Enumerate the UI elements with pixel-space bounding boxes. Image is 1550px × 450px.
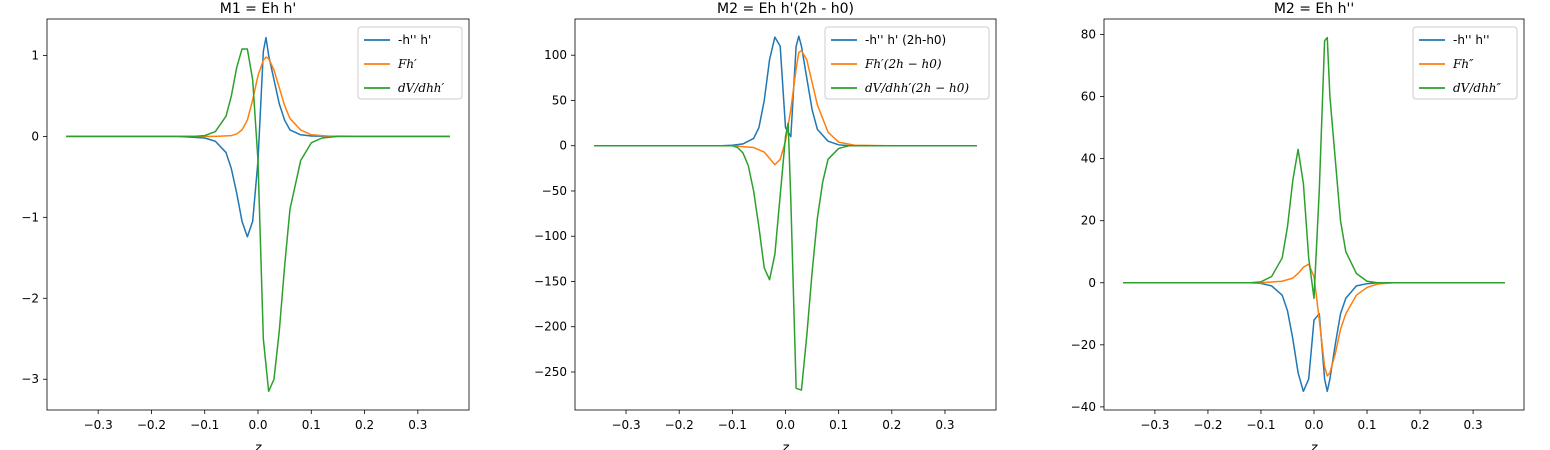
chart-panel-3: M2 = Eh h'' −0.3 −0.2 −0.1 0.0 0.1 0.2 0.3 −40 −2… [1071, 1, 1525, 450]
legend-label: Fh′ [397, 57, 417, 71]
series-line-2 [594, 49, 977, 166]
y-tick-label: 0 [559, 139, 567, 153]
x-tick-label: 0.1 [302, 418, 321, 432]
x-tick-label: 0.2 [355, 418, 374, 432]
y-tick-label: −150 [534, 274, 567, 288]
series-line-2 [66, 56, 450, 138]
chart-title: M2 = Eh h'' [1274, 1, 1354, 17]
legend-box [824, 26, 990, 100]
legend: -h'' h' Fh′ dV/dhh′ [357, 26, 463, 100]
legend-label: Fh′(2h − h0) [864, 57, 942, 71]
x-tick-label: −0.2 [137, 418, 166, 432]
y-tick-label: −250 [534, 365, 567, 379]
plot-area [1123, 36, 1505, 393]
series-line-1 [66, 36, 450, 238]
x-tick-label: 0.3 [408, 418, 427, 432]
x-axis-label: z [781, 441, 790, 450]
x-tick-label: 0.0 [248, 418, 267, 432]
x-axis-label: z [1310, 441, 1319, 450]
x-tick-label: −0.1 [1246, 418, 1275, 432]
x-tick-label: −0.2 [665, 418, 694, 432]
y-tick-label: −40 [1071, 400, 1096, 414]
x-tick-label: −0.1 [190, 418, 219, 432]
x-tick-label: −0.3 [1140, 418, 1169, 432]
legend: -h'' h' (2h-h0) Fh′(2h − h0) dV/dhh′(2h − … [824, 26, 990, 100]
x-tick-label: 0.2 [1411, 418, 1430, 432]
legend-box [357, 26, 463, 100]
legend-label: -h'' h' [398, 33, 431, 47]
y-tick-label: 80 [1081, 28, 1096, 42]
legend-label: dV/dhh′(2h − h0) [865, 81, 969, 95]
plot-area [594, 35, 977, 391]
x-tick-label: 0.0 [776, 418, 795, 432]
y-tick-label: −2 [21, 291, 39, 305]
legend-label: dV/dhh′ [398, 81, 445, 95]
y-tick-label: −50 [542, 184, 567, 198]
y-tick-label: −20 [1071, 338, 1096, 352]
series-line-3 [594, 122, 977, 391]
y-tick-label: 20 [1081, 214, 1096, 228]
y-tick-label: −200 [534, 320, 567, 334]
y-tick-label: 1 [31, 48, 39, 62]
y-tick-label: 60 [1081, 90, 1096, 104]
series-line-1 [1123, 282, 1505, 393]
legend-label: dV/dhh″ [1453, 81, 1502, 95]
y-tick-label: 100 [544, 48, 567, 62]
x-tick-label: 0.3 [935, 418, 954, 432]
y-tick-label: 0 [1088, 276, 1096, 290]
chart-title: M1 = Eh h' [220, 1, 297, 17]
legend-label: -h'' h' (2h-h0) [865, 33, 946, 47]
series-line-2 [1123, 263, 1505, 377]
x-tick-label: 0.3 [1464, 418, 1483, 432]
legend-box [1412, 26, 1518, 100]
y-tick-label: 50 [552, 93, 567, 107]
y-tick-label: −100 [534, 229, 567, 243]
legend: -h'' h'' Fh″ dV/dhh″ [1412, 26, 1518, 100]
x-axis-label: z [254, 441, 263, 450]
legend-label: -h'' h'' [1453, 33, 1490, 47]
x-tick-label: 0.2 [882, 418, 901, 432]
y-tick-label: 40 [1081, 152, 1096, 166]
y-tick-label: −1 [21, 210, 39, 224]
x-tick-label: −0.3 [84, 418, 113, 432]
x-tick-label: −0.2 [1193, 418, 1222, 432]
legend-label: Fh″ [1452, 57, 1474, 71]
series-line-3 [66, 48, 450, 393]
chart-panel-2: M2 = Eh h'(2h - h0) −0.3 −0.2 −0.1 0.0 0.1 0.2… [534, 1, 997, 450]
plot-area [66, 36, 450, 393]
x-tick-label: 0.0 [1304, 418, 1323, 432]
chart-panel-1: M1 = Eh h' −0.3 −0.2 −0.1 0.0 0.1 0.2 0.3 −3 −2 −1… [21, 1, 470, 450]
x-tick-label: 0.1 [829, 418, 848, 432]
x-tick-label: 0.1 [1357, 418, 1376, 432]
series-line-3 [1123, 36, 1505, 300]
chart-title: M2 = Eh h'(2h - h0) [717, 1, 854, 17]
x-tick-label: −0.1 [718, 418, 747, 432]
y-tick-label: −3 [21, 372, 39, 386]
y-tick-label: 0 [31, 129, 39, 143]
x-tick-label: −0.3 [611, 418, 640, 432]
